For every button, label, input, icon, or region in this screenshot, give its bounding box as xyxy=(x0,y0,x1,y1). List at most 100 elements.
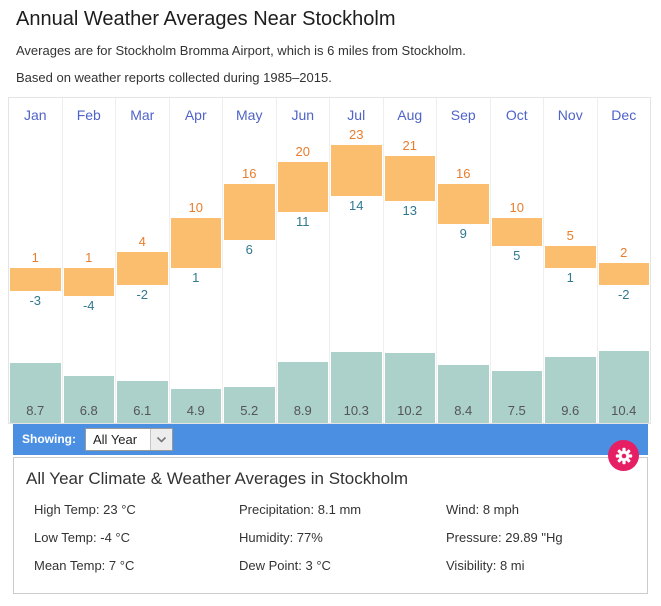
month-column-feb: Feb 1 -4 6.8 xyxy=(61,98,116,423)
temp-range-bar xyxy=(598,262,649,286)
temp-range-bar xyxy=(491,218,542,246)
month-column-may: May 16 6 5.2 xyxy=(222,98,276,423)
high-temp-label: 5 xyxy=(566,228,574,243)
temp-range-bar xyxy=(331,145,382,196)
page-title: Annual Weather Averages Near Stockholm xyxy=(16,8,396,30)
summary-stat-pressure: Pressure: 29.89 "Hg xyxy=(446,530,563,545)
precipitation-bar xyxy=(598,351,649,423)
precipitation-bar xyxy=(10,362,61,423)
precipitation-value-label: 7.5 xyxy=(507,403,526,418)
low-temp-label: 13 xyxy=(402,203,417,219)
temp-range-bar xyxy=(438,184,489,224)
summary-stat-low-temp: Low Temp: -4 °C xyxy=(34,530,130,545)
month-label-mar[interactable]: Mar xyxy=(130,107,155,123)
precipitation-value-label: 10.2 xyxy=(397,403,423,418)
chevron-down-icon xyxy=(150,429,172,450)
gear-icon xyxy=(615,447,633,465)
month-label-jan[interactable]: Jan xyxy=(23,107,47,123)
month-label-nov[interactable]: Nov xyxy=(557,107,583,123)
month-column-jul: Jul 23 14 10.3 xyxy=(329,98,383,423)
month-column-sep: Sep 16 9 8.4 xyxy=(436,98,490,423)
month-column-jan: Jan 1 -3 8.7 xyxy=(9,98,62,423)
precipitation-bar xyxy=(63,376,114,423)
precipitation-bar xyxy=(491,371,542,423)
summary-stat-high-temp: High Temp: 23 °C xyxy=(34,502,136,517)
temp-range-bar xyxy=(277,162,328,213)
low-temp-label: 11 xyxy=(296,214,310,230)
month-column-mar: Mar 4 -2 6.1 xyxy=(115,98,169,423)
precipitation-bar xyxy=(438,365,489,423)
low-temp-label: 5 xyxy=(513,248,521,263)
precipitation-value-label: 8.7 xyxy=(26,403,45,418)
month-column-aug: Aug 21 13 10.2 xyxy=(382,98,437,423)
temp-range-bar xyxy=(63,268,114,297)
high-temp-label: 1 xyxy=(31,250,39,266)
high-temp-label: 10 xyxy=(509,200,524,215)
month-column-dec: Dec 2 -2 10.4 xyxy=(596,98,651,423)
month-label-dec[interactable]: Dec xyxy=(611,107,637,123)
period-select[interactable]: All Year xyxy=(85,428,173,451)
high-temp-label: 23 xyxy=(349,127,364,143)
settings-button[interactable] xyxy=(608,440,639,471)
low-temp-label: -2 xyxy=(136,287,149,303)
temp-range-bar xyxy=(545,246,596,269)
temp-range-bar xyxy=(170,218,221,269)
precipitation-bar xyxy=(384,352,435,423)
precipitation-value-label: 9.6 xyxy=(561,403,580,418)
high-temp-label: 4 xyxy=(138,233,146,249)
high-temp-label: 16 xyxy=(456,166,471,182)
low-temp-label: 14 xyxy=(349,197,364,213)
high-temp-label: 10 xyxy=(188,200,203,215)
summary-stat-mean-temp: Mean Temp: 7 °C xyxy=(34,558,135,573)
airport-note: Averages are for Stockholm Bromma Airpor… xyxy=(16,43,466,58)
precipitation-value-label: 6.1 xyxy=(133,403,152,418)
month-label-jul[interactable]: Jul xyxy=(347,107,366,123)
summary-stat-dew-point: Dew Point: 3 °C xyxy=(239,558,331,573)
low-temp-label: 6 xyxy=(245,242,253,258)
month-column-jun: Jun 20 11 8.9 xyxy=(275,98,330,423)
month-column-oct: Oct 10 5 7.5 xyxy=(489,98,544,423)
low-temp-label: -2 xyxy=(617,287,630,303)
climate-summary-box: All Year Climate & Weather Averages in S… xyxy=(13,457,648,594)
month-label-apr[interactable]: Apr xyxy=(184,107,207,123)
precipitation-bar xyxy=(170,389,221,423)
low-temp-label: 1 xyxy=(192,270,200,286)
temp-range-bar xyxy=(224,184,275,241)
month-label-oct[interactable]: Oct xyxy=(505,107,528,123)
low-temp-label: 1 xyxy=(566,270,574,286)
showing-bar: Showing: All Year xyxy=(13,424,648,455)
month-label-sep[interactable]: Sep xyxy=(450,107,476,123)
temp-range-bar xyxy=(117,251,168,286)
precipitation-bar xyxy=(331,351,382,423)
precipitation-bar xyxy=(545,356,596,423)
month-column-apr: Apr 10 1 4.9 xyxy=(168,98,223,423)
showing-label: Showing: xyxy=(22,432,76,446)
month-label-aug[interactable]: Aug xyxy=(397,107,423,123)
low-temp-label: 9 xyxy=(459,225,467,241)
high-temp-label: 2 xyxy=(620,244,628,260)
period-select-value: All Year xyxy=(93,432,138,447)
low-temp-label: -4 xyxy=(82,298,95,314)
summary-stat-visibility: Visibility: 8 mi xyxy=(446,558,525,573)
climate-stats-grid: High Temp: 23 °C Precipitation: 8.1 mm Win… xyxy=(14,489,647,575)
summary-stat-humidity: Humidity: 77% xyxy=(239,530,323,545)
precipitation-value-label: 4.9 xyxy=(186,403,205,418)
precipitation-value-label: 6.8 xyxy=(79,403,98,418)
temp-range-bar xyxy=(10,268,61,291)
temp-range-bar xyxy=(384,156,435,202)
summary-stat-wind: Wind: 8 mph xyxy=(446,502,519,517)
precipitation-bar xyxy=(224,387,275,423)
month-label-feb[interactable]: Feb xyxy=(76,107,101,123)
month-label-may[interactable]: May xyxy=(236,107,263,123)
climate-summary-heading: All Year Climate & Weather Averages in S… xyxy=(26,469,409,488)
high-temp-label: 20 xyxy=(295,144,310,159)
summary-stat-precipitation: Precipitation: 8.1 mm xyxy=(239,502,362,517)
precipitation-value-label: 8.4 xyxy=(454,403,473,418)
report-period-note: Based on weather reports collected durin… xyxy=(16,70,332,85)
low-temp-label: -3 xyxy=(29,292,42,308)
high-temp-label: 1 xyxy=(85,250,93,266)
month-label-jun[interactable]: Jun xyxy=(291,107,315,123)
weather-chart: Jan 1 -3 8.7 Feb 1 -4 6.8 Mar 4 -2 6.1 Apr 10 1 4.9 May 1… xyxy=(8,97,651,424)
month-column-nov: Nov 5 1 9.6 xyxy=(543,98,597,423)
